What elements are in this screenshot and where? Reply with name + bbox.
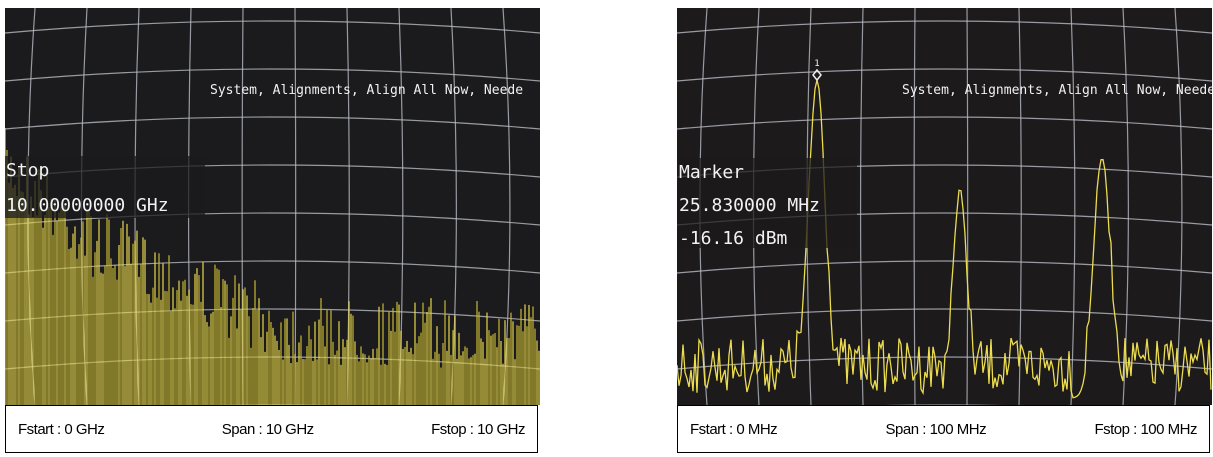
caption-start: Fstart : 0 MHz (690, 420, 778, 438)
grid-line (1070, 8, 1076, 405)
panel: System, Alignments, Align All Now, Neede… (5, 8, 540, 455)
grid-line (5, 20, 540, 34)
caption-bar: Fstart : 0 MHz Span : 100 MHz Fstop : 10… (677, 405, 1210, 453)
marker-diamond (812, 68, 822, 82)
caption-span: Span : 100 MHz (885, 420, 987, 438)
readout-line: Marker (679, 162, 744, 183)
readout-line: -16.16 dBm (679, 228, 787, 249)
caption-span: Span : 10 GHz (221, 420, 314, 438)
panel: 1 System, Alignments, Align All Now, Nee… (677, 8, 1212, 455)
grid-line (294, 8, 297, 405)
signal-trace (677, 79, 1212, 399)
caption-stop: Fstop : 10 GHz (431, 420, 525, 438)
grid-line (677, 260, 1212, 274)
grid-line (5, 116, 540, 130)
grid-line (346, 8, 350, 405)
readout-line: 25.830000 MHz (679, 195, 820, 216)
grid-line (859, 8, 864, 405)
grid-line (1174, 8, 1183, 405)
grid-line (677, 116, 1212, 130)
readout-line: Stop (6, 160, 49, 181)
caption-bar: Fstart : 0 GHz Span : 10 GHz Fstop : 10 … (5, 405, 538, 453)
grid-line (677, 20, 1212, 34)
status-message: System, Alignments, Align All Now, Neede (902, 83, 1212, 98)
readout-line: 10.00000000 GHz (6, 195, 169, 216)
grid-line (5, 212, 540, 226)
marker-number: 1 (814, 59, 819, 69)
grid-line (502, 8, 511, 405)
caption-start: Fstart : 0 GHz (18, 420, 105, 438)
grid-line (677, 68, 1212, 82)
grid-line (966, 8, 969, 405)
readout-bg (5, 156, 205, 218)
readout-bg (677, 158, 857, 248)
analyzer-photo: System, Alignments, Align All Now, Neede… (5, 8, 540, 405)
grid-line (5, 68, 540, 82)
caption-stop: Fstop : 100 MHz (1094, 420, 1197, 438)
status-message: System, Alignments, Align All Now, Neede (210, 83, 523, 98)
grid-line (677, 308, 1212, 322)
grid-line (913, 8, 916, 405)
analyzer-photo: 1 System, Alignments, Align All Now, Nee… (677, 8, 1212, 405)
